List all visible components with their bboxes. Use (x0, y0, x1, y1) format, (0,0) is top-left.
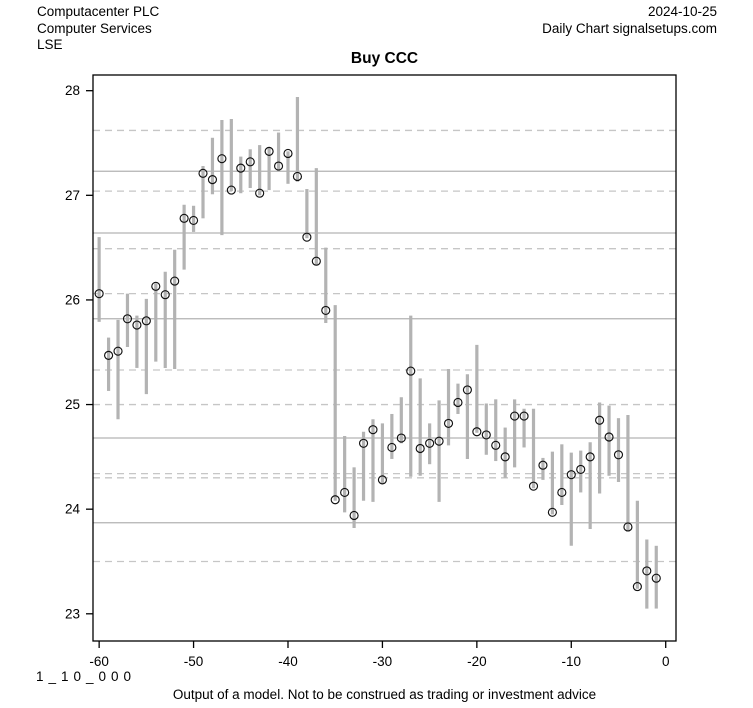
close-marker (104, 350, 114, 360)
chart-source: Daily Chart signalsetups.com (542, 20, 717, 36)
close-marker (576, 464, 586, 474)
close-marker (510, 411, 520, 421)
company-name: Computacenter PLC (37, 4, 160, 19)
company-sector: Computer Services (37, 20, 152, 36)
close-marker (491, 440, 501, 450)
close-marker (292, 171, 303, 182)
close-marker (358, 438, 369, 448)
x-tick-label: -10 (562, 654, 582, 669)
y-tick-label: 26 (65, 292, 80, 307)
close-marker (170, 276, 180, 286)
close-marker (368, 425, 378, 435)
close-marker (632, 582, 642, 592)
close-marker (264, 146, 274, 156)
close-marker (585, 452, 595, 462)
exchange-name: LSE (37, 37, 63, 52)
close-marker (160, 290, 170, 300)
chart-title: Buy CCC (350, 50, 419, 67)
x-tick-label: -30 (373, 654, 393, 669)
y-tick-label: 27 (65, 188, 80, 203)
y-tick-label: 23 (65, 606, 80, 621)
model-code: 1_10_000 (36, 669, 137, 684)
header-right: 2024-10-25 Daily Chart signalsetups.com (542, 4, 717, 37)
close-marker (462, 385, 472, 395)
close-marker (453, 397, 463, 408)
close-marker (340, 487, 350, 498)
close-marker (311, 256, 321, 266)
plot-border (92, 74, 677, 642)
chart-date: 2024-10-25 (647, 4, 717, 19)
close-marker (500, 452, 510, 462)
close-marker (236, 163, 246, 173)
close-marker (604, 432, 614, 442)
close-marker (415, 443, 425, 454)
close-marker (396, 433, 406, 443)
close-marker (141, 316, 151, 326)
close-marker (406, 366, 416, 376)
close-marker (188, 215, 199, 225)
close-marker (283, 148, 293, 159)
close-marker (217, 154, 227, 164)
x-tick-label: -60 (89, 654, 109, 669)
close-marker (207, 175, 218, 185)
close-marker (538, 460, 548, 470)
close-marker (179, 213, 189, 223)
close-marker (613, 450, 624, 460)
header-left: Computacenter PLC Computer Services LSE (37, 4, 159, 54)
x-tick-label: 0 (662, 654, 670, 669)
close-marker (472, 427, 482, 437)
close-marker (443, 418, 454, 428)
x-tick-label: -40 (278, 654, 298, 669)
close-marker (330, 495, 340, 505)
close-marker (198, 168, 208, 178)
close-marker (94, 289, 104, 299)
x-tick-label: -50 (184, 654, 204, 669)
close-marker (595, 415, 605, 425)
close-marker (302, 232, 312, 242)
close-marker (113, 346, 123, 356)
close-marker (349, 510, 359, 521)
close-marker (434, 436, 444, 446)
close-marker (255, 188, 265, 198)
close-marker (122, 314, 133, 324)
close-marker (481, 430, 491, 440)
close-marker (519, 411, 529, 421)
close-marker (547, 507, 557, 517)
close-marker (132, 320, 142, 330)
close-marker (321, 305, 331, 315)
close-marker (642, 566, 652, 576)
close-marker (273, 161, 284, 171)
close-marker (425, 438, 435, 448)
close-marker (226, 185, 236, 195)
close-marker (528, 481, 539, 491)
x-tick-label: -20 (467, 654, 487, 669)
y-tick-label: 25 (65, 397, 80, 412)
disclaimer-text: Output of a model. Not to be construed a… (172, 687, 597, 702)
close-marker (377, 475, 387, 485)
close-marker (557, 487, 567, 498)
close-marker (151, 281, 161, 291)
close-marker (245, 157, 255, 167)
close-marker (623, 522, 633, 532)
close-marker (566, 470, 576, 480)
y-tick-label: 24 (65, 502, 81, 517)
y-tick-label: 28 (65, 83, 80, 98)
close-marker (651, 573, 661, 583)
close-marker (387, 442, 397, 453)
